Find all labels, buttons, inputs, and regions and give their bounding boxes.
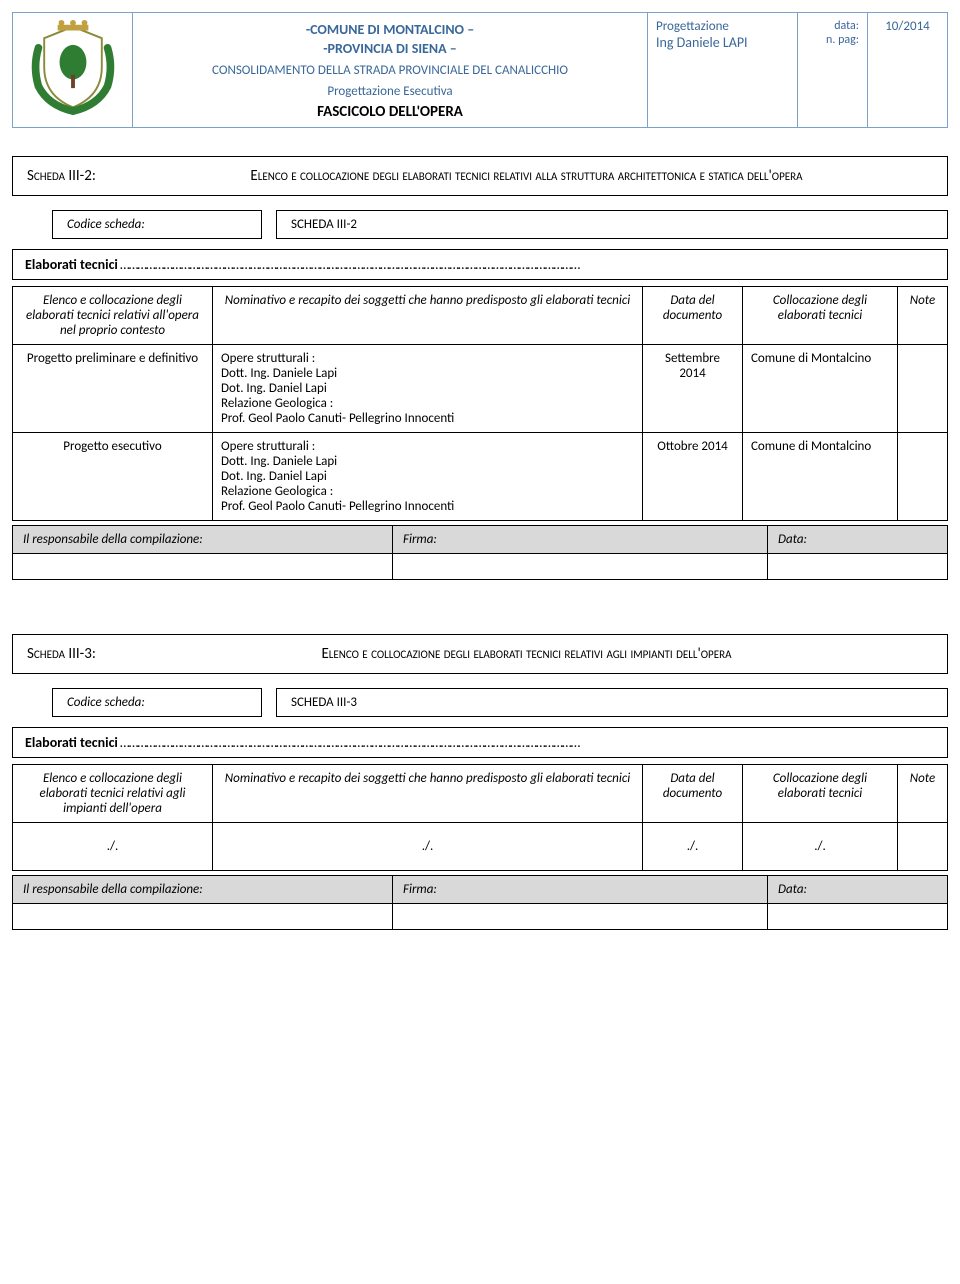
codice-label: Codice scheda: [52,210,262,239]
proj-label: Progettazione [656,19,789,34]
scheda-2-title-box: Scheda III-2: Elenco e collocazione degl… [12,156,948,196]
resp-blank-1 [13,904,393,930]
header-center: -COMUNE DI MONTALCINO – -PROVINCIA DI SI… [133,13,648,128]
resp-header-row: Il responsabile della compilazione: Firm… [13,526,948,554]
data-label: data: [806,19,859,33]
resp-blank-1 [13,554,393,580]
codice-label: Codice scheda: [52,688,262,717]
col-1: Elenco e collocazione degli elaborati te… [13,765,213,823]
header-proj: Progettazione Ing Daniele LAPI [648,13,798,128]
col-2: Nominativo e recapito dei soggetti che h… [213,765,643,823]
resp-data: Data: [768,876,948,904]
proj-name: Ing Daniele LAPI [656,34,789,51]
resp-blank-3 [768,904,948,930]
table-row: ./. ./. ./. ./. [13,823,948,871]
scheda-2-elab-header: Elaborati tecnici [12,249,948,280]
scheda-2-table: Elenco e collocazione degli elaborati te… [12,286,948,521]
elab-header-text: Elaborati tecnici [25,734,579,751]
cell-c1: Progetto preliminare e definitivo [13,345,213,433]
cell-c5 [898,823,948,871]
header-line4: Progettazione Esecutiva [141,84,639,99]
col-3: Data del documento [643,287,743,345]
resp-blank-2 [393,904,768,930]
scheda-3-desc: Elenco e collocazione degli elaborati te… [120,645,933,663]
cell-c2: Opere strutturali : Dott. Ing. Daniele L… [213,345,643,433]
header-data-labels: data: n. pag: [798,13,868,128]
header-date: 10/2014 [868,13,948,128]
col-4: Collocazione degli elaborati tecnici [743,287,898,345]
cell-c2: ./. [213,823,643,871]
resp-firma: Firma: [393,526,768,554]
cell-c1: ./. [13,823,213,871]
scheda-2-codice-row: Codice scheda: SCHEDA III-2 [12,210,948,239]
header-line3: CONSOLIDAMENTO DELLA STRADA PROVINCIALE … [141,63,639,78]
table-header-row: Elenco e collocazione degli elaborati te… [13,765,948,823]
scheda-3-title-box: Scheda III-3: Elenco e collocazione degl… [12,634,948,674]
scheda-3-title: Scheda III-3: [27,645,120,663]
cell-c2: Opere strutturali : Dott. Ing. Daniele L… [213,433,643,521]
codice-value: SCHEDA III-3 [276,688,948,717]
table-row: Progetto esecutivo Opere strutturali : D… [13,433,948,521]
resp-data: Data: [768,526,948,554]
cell-c4: ./. [743,823,898,871]
cell-c1: Progetto esecutivo [13,433,213,521]
cell-c3: Settembre 2014 [643,345,743,433]
codice-value: SCHEDA III-2 [276,210,948,239]
scheda-3-codice-row: Codice scheda: SCHEDA III-3 [12,688,948,717]
scheda-2-desc: Elenco e collocazione degli elaborati te… [120,167,933,185]
resp-firma: Firma: [393,876,768,904]
cell-c5 [898,433,948,521]
scheda-3-resp-table: Il responsabile della compilazione: Firm… [12,875,948,930]
scheda-3-elab-header: Elaborati tecnici [12,727,948,758]
col-5: Note [898,765,948,823]
cell-c4: Comune di Montalcino [743,433,898,521]
header-line2: -PROVINCIA DI SIENA – [141,40,639,57]
resp-blank-row [13,904,948,930]
resp-blank-row [13,554,948,580]
scheda-2-resp-table: Il responsabile della compilazione: Firm… [12,525,948,580]
elab-header-text: Elaborati tecnici [25,256,579,273]
col-3: Data del documento [643,765,743,823]
table-header-row: Elenco e collocazione degli elaborati te… [13,287,948,345]
header-line1: -COMUNE DI MONTALCINO – [141,21,639,38]
resp-header-row: Il responsabile della compilazione: Firm… [13,876,948,904]
scheda-3-table: Elenco e collocazione degli elaborati te… [12,764,948,871]
document-header: -COMUNE DI MONTALCINO – -PROVINCIA DI SI… [12,12,948,128]
coat-of-arms-icon [25,19,121,115]
resp-label: Il responsabile della compilazione: [13,876,393,904]
col-5: Note [898,287,948,345]
npag-label: n. pag: [806,33,859,47]
resp-blank-2 [393,554,768,580]
resp-label: Il responsabile della compilazione: [13,526,393,554]
cell-c4: Comune di Montalcino [743,345,898,433]
cell-c5 [898,345,948,433]
cell-c3: ./. [643,823,743,871]
cell-c3: Ottobre 2014 [643,433,743,521]
logo-cell [13,13,133,128]
scheda-2-title: Scheda III-2: [27,167,120,185]
table-row: Progetto preliminare e definitivo Opere … [13,345,948,433]
col-1: Elenco e collocazione degli elaborati te… [13,287,213,345]
header-line5: FASCICOLO DELL'OPERA [141,103,639,121]
resp-blank-3 [768,554,948,580]
col-2: Nominativo e recapito dei soggetti che h… [213,287,643,345]
col-4: Collocazione degli elaborati tecnici [743,765,898,823]
